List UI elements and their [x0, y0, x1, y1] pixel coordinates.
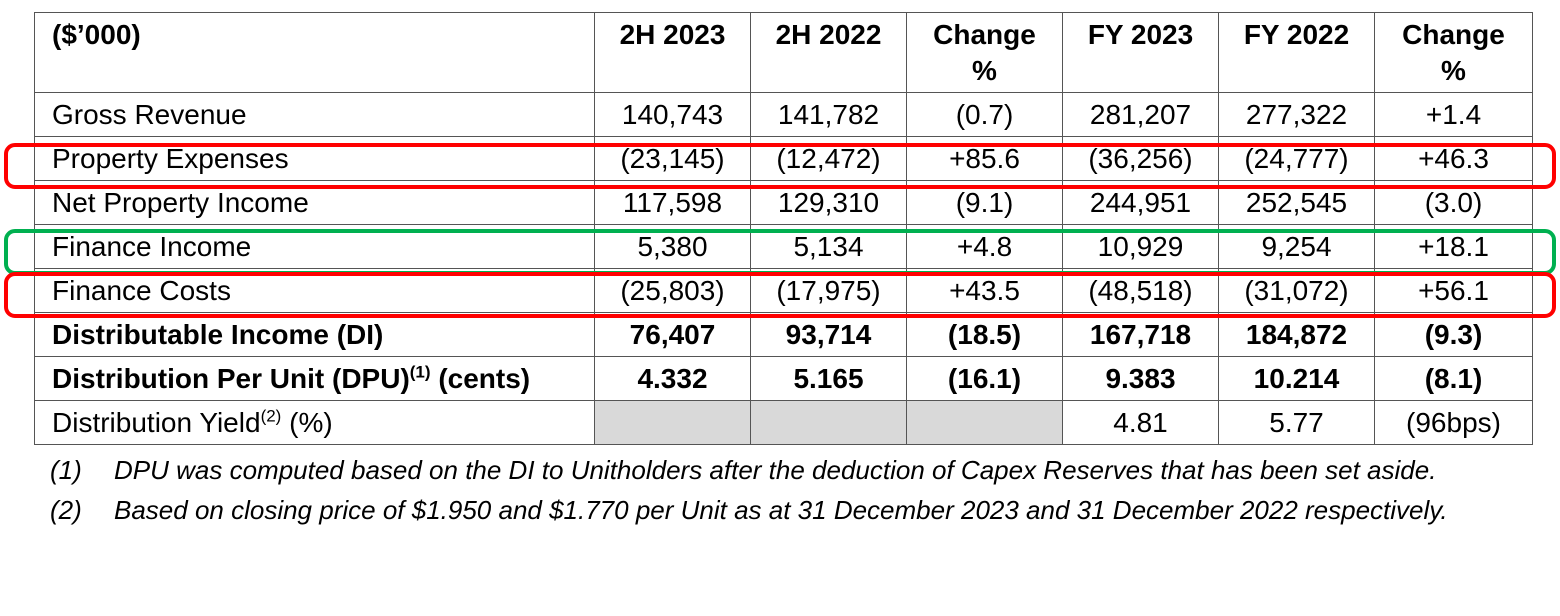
cell-value: +18.1: [1374, 224, 1533, 269]
cell-value: (48,518): [1062, 268, 1219, 313]
cell-value: 140,743: [594, 92, 751, 137]
cell-value: (31,072): [1218, 268, 1375, 313]
header-fy-2022: FY 2022: [1218, 12, 1375, 93]
row-label: Distributable Income (DI): [34, 312, 595, 357]
cell-value: 5.77: [1218, 400, 1375, 445]
cell-value: 4.332: [594, 356, 751, 401]
cell-value: 4.81: [1062, 400, 1219, 445]
cell-value: 5.165: [750, 356, 907, 401]
cell-value: +46.3: [1374, 136, 1533, 181]
row-gross-revenue: Gross Revenue 140,743 141,782 (0.7) 281,…: [34, 92, 1533, 137]
footnote-ref: (2): [260, 406, 282, 426]
cell-value: 244,951: [1062, 180, 1219, 225]
row-label: Finance Income: [34, 224, 595, 269]
footnote-ref: (1): [409, 362, 431, 382]
cell-value: 76,407: [594, 312, 751, 357]
cell-value: +85.6: [906, 136, 1063, 181]
footnotes: (1) DPU was computed based on the DI to …: [50, 451, 1490, 531]
row-label: Distribution Yield(2) (%): [34, 400, 595, 445]
row-distributable-income: Distributable Income (DI) 76,407 93,714 …: [34, 312, 1533, 357]
financial-summary-table: ($’000) 2H 2023 2H 2022 Change% FY 2023 …: [34, 12, 1533, 445]
cell-value: (9.1): [906, 180, 1063, 225]
cell-value: 129,310: [750, 180, 907, 225]
cell-value: (96bps): [1374, 400, 1533, 445]
header-change-2h: Change%: [906, 12, 1063, 93]
header-row: ($’000) 2H 2023 2H 2022 Change% FY 2023 …: [34, 12, 1533, 93]
cell-value: 93,714: [750, 312, 907, 357]
header-units-label: ($’000): [34, 12, 595, 93]
row-label: Net Property Income: [34, 180, 595, 225]
footnote-number: (2): [50, 495, 82, 525]
cell-value: 117,598: [594, 180, 751, 225]
row-property-expenses: Property Expenses (23,145) (12,472) +85.…: [34, 136, 1533, 181]
header-2h-2022: 2H 2022: [750, 12, 907, 93]
cell-value: +43.5: [906, 268, 1063, 313]
cell-value: 252,545: [1218, 180, 1375, 225]
header-2h-2023: 2H 2023: [594, 12, 751, 93]
cell-value: (24,777): [1218, 136, 1375, 181]
cell-value: (17,975): [750, 268, 907, 313]
row-distribution-per-unit: Distribution Per Unit (DPU)(1) (cents) 4…: [34, 356, 1533, 401]
cell-value: 5,380: [594, 224, 751, 269]
footnote-2: (2) Based on closing price of $1.950 and…: [50, 491, 1490, 529]
cell-value: 10,929: [1062, 224, 1219, 269]
footnote-number: (1): [50, 455, 82, 485]
cell-value: 9,254: [1218, 224, 1375, 269]
shaded-empty-cell: [906, 400, 1063, 445]
shaded-empty-cell: [750, 400, 907, 445]
cell-value: (12,472): [750, 136, 907, 181]
cell-value: 277,322: [1218, 92, 1375, 137]
header-fy-2023: FY 2023: [1062, 12, 1219, 93]
footnote-text: Based on closing price of $1.950 and $1.…: [114, 495, 1448, 525]
cell-value: 184,872: [1218, 312, 1375, 357]
row-label: Gross Revenue: [34, 92, 595, 137]
footnote-text: DPU was computed based on the DI to Unit…: [114, 455, 1437, 485]
footnote-1: (1) DPU was computed based on the DI to …: [50, 451, 1490, 489]
row-net-property-income: Net Property Income 117,598 129,310 (9.1…: [34, 180, 1533, 225]
cell-value: 5,134: [750, 224, 907, 269]
row-label: Distribution Per Unit (DPU)(1) (cents): [34, 356, 595, 401]
cell-value: 141,782: [750, 92, 907, 137]
cell-value: (36,256): [1062, 136, 1219, 181]
cell-value: (25,803): [594, 268, 751, 313]
cell-value: (8.1): [1374, 356, 1533, 401]
cell-value: (0.7): [906, 92, 1063, 137]
cell-value: (3.0): [1374, 180, 1533, 225]
cell-value: 10.214: [1218, 356, 1375, 401]
shaded-empty-cell: [594, 400, 751, 445]
cell-value: (23,145): [594, 136, 751, 181]
cell-value: +1.4: [1374, 92, 1533, 137]
cell-value: 9.383: [1062, 356, 1219, 401]
cell-value: 281,207: [1062, 92, 1219, 137]
row-finance-costs: Finance Costs (25,803) (17,975) +43.5 (4…: [34, 268, 1533, 313]
cell-value: +56.1: [1374, 268, 1533, 313]
cell-value: (9.3): [1374, 312, 1533, 357]
row-distribution-yield: Distribution Yield(2) (%) 4.81 5.77 (96b…: [34, 400, 1533, 445]
cell-value: +4.8: [906, 224, 1063, 269]
cell-value: 167,718: [1062, 312, 1219, 357]
header-change-fy: Change%: [1374, 12, 1533, 93]
cell-value: (16.1): [906, 356, 1063, 401]
row-finance-income: Finance Income 5,380 5,134 +4.8 10,929 9…: [34, 224, 1533, 269]
row-label: Property Expenses: [34, 136, 595, 181]
cell-value: (18.5): [906, 312, 1063, 357]
row-label: Finance Costs: [34, 268, 595, 313]
